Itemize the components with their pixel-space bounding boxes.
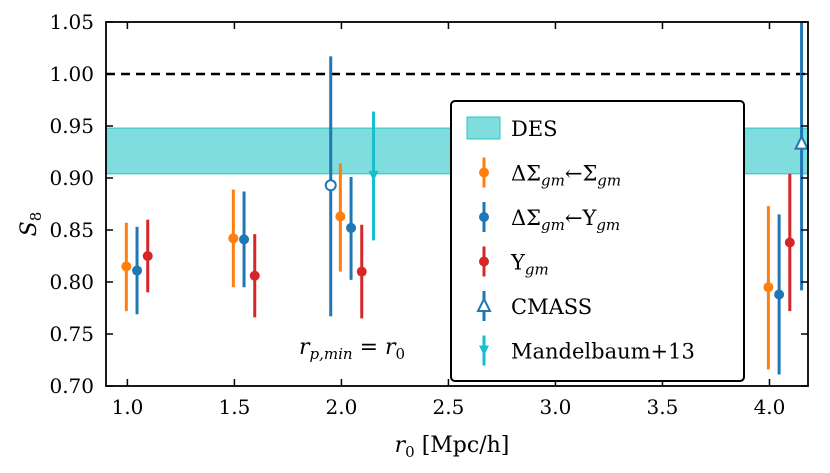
rp-min-annotation: rp,min = r0 bbox=[299, 335, 405, 363]
y-tick-label: 0.95 bbox=[49, 114, 94, 138]
legend-item: DES bbox=[466, 116, 558, 141]
y-tick-label: 0.80 bbox=[49, 270, 94, 294]
data-point bbox=[228, 233, 239, 244]
data-point bbox=[368, 170, 379, 181]
series-mandelbaum+13-5 bbox=[368, 111, 379, 241]
legend: DES ΔΣgm←Σgm ΔΣgm←Ygm Ygm CMASS Mandelbaum+13 bbox=[450, 100, 745, 382]
y-axis-label: S8 bbox=[17, 212, 45, 237]
legend-marker bbox=[476, 296, 492, 312]
x-tick-label: 2.0 bbox=[326, 395, 358, 419]
x-tick-label: 3.5 bbox=[647, 395, 679, 419]
legend-marker bbox=[479, 345, 489, 356]
legend-label: Ygm bbox=[510, 251, 549, 279]
legend-label: Mandelbaum+13 bbox=[511, 340, 695, 364]
series-cmass-4 bbox=[793, 22, 810, 291]
x-tick-label: 1.5 bbox=[219, 395, 251, 419]
series-layer bbox=[121, 22, 810, 375]
x-tick-label: 4.0 bbox=[754, 395, 786, 419]
legend-item: Ygm bbox=[479, 246, 549, 279]
x-tick-label: 2.5 bbox=[433, 395, 465, 419]
plot-frame bbox=[105, 21, 809, 387]
series-ygm-2 bbox=[142, 173, 795, 319]
data-point bbox=[142, 251, 153, 261]
y-tick-label: 0.70 bbox=[49, 374, 94, 398]
data-point bbox=[239, 234, 250, 245]
data-point bbox=[763, 282, 774, 293]
series-cmass-3 bbox=[324, 56, 337, 317]
legend-item: Mandelbaum+13 bbox=[479, 335, 695, 366]
data-point bbox=[121, 261, 132, 272]
legend-box bbox=[450, 100, 745, 382]
legend-item: ΔΣgm←Ygm bbox=[479, 202, 620, 234]
legend-marker bbox=[479, 212, 489, 222]
data-point bbox=[249, 270, 260, 281]
data-point bbox=[774, 289, 785, 300]
data-point bbox=[324, 179, 337, 192]
data-point bbox=[346, 222, 357, 233]
legend-label: CMASS bbox=[511, 295, 592, 319]
x-axis-label: r0 [Mpc/h] bbox=[395, 433, 510, 461]
y-tick-label: 1.00 bbox=[49, 62, 94, 86]
data-point bbox=[784, 237, 795, 248]
series-gmygm-1 bbox=[132, 176, 785, 375]
legend-swatch bbox=[466, 116, 501, 140]
y-tick-label: 0.85 bbox=[49, 218, 94, 242]
y-tick-label: 0.90 bbox=[49, 166, 94, 190]
legend-marker bbox=[479, 256, 489, 267]
legend-label: ΔΣgm←Σgm bbox=[511, 162, 621, 190]
legend-marker bbox=[479, 167, 489, 178]
series-gmgm-0 bbox=[121, 163, 774, 370]
axes-layer bbox=[105, 21, 809, 387]
legend-label: DES bbox=[511, 117, 558, 141]
data-point bbox=[132, 265, 143, 276]
legend-item: CMASS bbox=[476, 291, 592, 321]
legend-label: ΔΣgm←Ygm bbox=[511, 206, 620, 234]
y-tick-label: 0.75 bbox=[49, 322, 94, 346]
ticks-layer: 1.0 1.5 2.0 2.5 3.0 3.5 4.0 0.70 0.75 0.80 0.85 0.9… bbox=[49, 10, 808, 419]
legend-item: ΔΣgm←Σgm bbox=[479, 157, 621, 190]
data-point bbox=[335, 211, 346, 222]
y-tick-label: 1.05 bbox=[49, 10, 94, 34]
data-point bbox=[356, 266, 367, 277]
x-tick-label: 3.0 bbox=[540, 395, 572, 419]
data-point bbox=[793, 134, 810, 150]
x-tick-label: 1.0 bbox=[111, 395, 143, 419]
